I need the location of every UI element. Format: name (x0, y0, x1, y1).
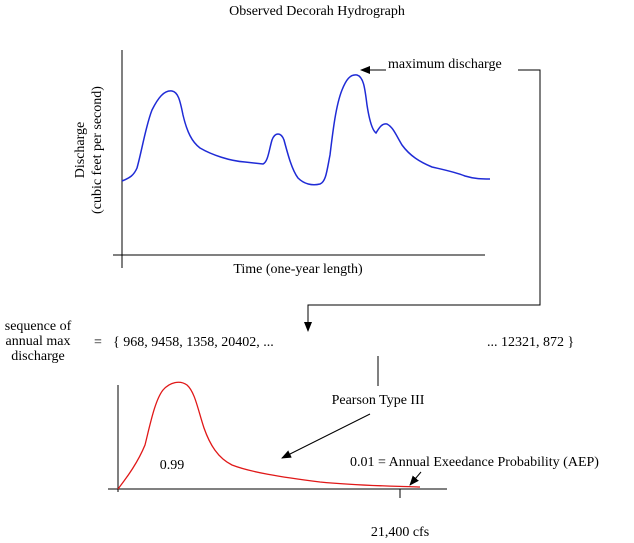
distribution-name: Pearson Type III (332, 393, 425, 408)
aep-label: 0.01 = Annual Exeedance Probability (AEP… (350, 455, 599, 470)
title: Observed Decorah Hydrograph (229, 4, 405, 19)
sequence-start: { 968, 9458, 1358, 20402, ... (113, 335, 274, 350)
hydrograph-curve (121, 74, 491, 186)
arrow (409, 471, 422, 486)
x-label: Time (one-year length) (233, 262, 363, 277)
sequence-label: sequence of (5, 319, 72, 334)
y-label: Discharge (73, 122, 88, 179)
arrow (281, 413, 371, 459)
connector (304, 69, 541, 332)
sequence-end: ... 12321, 872 } (487, 335, 574, 350)
sequence-label: annual max (6, 334, 71, 349)
pdf-curve (117, 381, 421, 490)
max-annotation: maximum discharge (388, 57, 502, 72)
sequence-label: discharge (11, 349, 64, 364)
y-label: (cubic feet per second) (90, 86, 105, 214)
equals: = (94, 335, 102, 350)
x-tick-label: 21,400 cfs (371, 525, 429, 540)
area-label: 0.99 (160, 458, 185, 473)
